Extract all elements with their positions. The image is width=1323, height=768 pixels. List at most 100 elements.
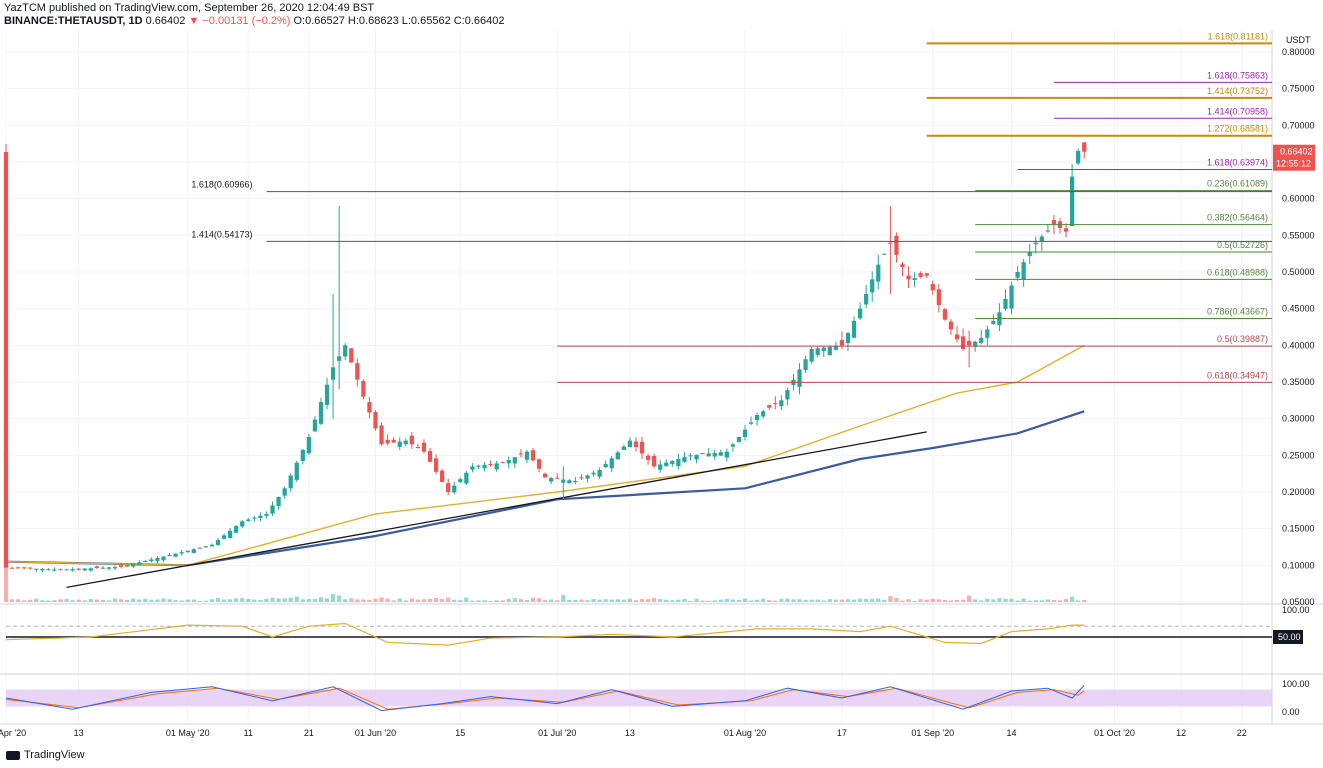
candle-body bbox=[839, 340, 845, 346]
candle-body bbox=[367, 402, 372, 413]
volume-bar bbox=[712, 600, 717, 602]
candle-body bbox=[833, 346, 838, 350]
rsi-tick-label: 100.00 bbox=[1282, 605, 1310, 615]
candle-body bbox=[567, 480, 572, 484]
x-tick-label: 01 Oct '20 bbox=[1094, 728, 1135, 738]
volume-bar bbox=[645, 599, 651, 602]
candle-body bbox=[870, 279, 875, 293]
publish-line: YazTCM published on TradingView.com, Sep… bbox=[4, 2, 375, 14]
candle-body bbox=[561, 479, 566, 483]
axis-unit-label: USDT bbox=[1286, 35, 1311, 45]
candle-body bbox=[585, 475, 590, 479]
volume-bar bbox=[991, 599, 996, 602]
volume-bar bbox=[203, 600, 209, 602]
candle-body bbox=[294, 462, 299, 480]
volume-bar bbox=[264, 598, 269, 602]
candle-body bbox=[70, 569, 75, 571]
candle-body bbox=[373, 412, 378, 429]
candle-body bbox=[864, 294, 869, 305]
candle-body bbox=[173, 553, 178, 557]
volume-bar bbox=[573, 599, 578, 602]
volume-bar bbox=[1076, 600, 1081, 602]
candle-body bbox=[452, 485, 457, 493]
candle-body bbox=[579, 477, 584, 479]
candle-body bbox=[276, 496, 281, 506]
volume-bar bbox=[1021, 598, 1026, 602]
candle-body bbox=[240, 521, 245, 527]
volume-bar bbox=[924, 599, 929, 602]
candle-body bbox=[1076, 151, 1081, 164]
volume-bar bbox=[906, 599, 911, 602]
volume-bar bbox=[973, 599, 978, 602]
candle-body bbox=[688, 455, 693, 457]
candle-body bbox=[924, 273, 929, 276]
x-tick-label: 01 Jul '20 bbox=[538, 728, 576, 738]
volume-bar bbox=[839, 599, 845, 602]
volume-bar bbox=[391, 600, 396, 602]
candle-body bbox=[106, 567, 112, 569]
candle-body bbox=[155, 558, 160, 562]
candle-body bbox=[1003, 298, 1008, 309]
x-tick-label: 22 bbox=[1237, 728, 1247, 738]
candle-body bbox=[1082, 142, 1087, 152]
volume-bar bbox=[633, 600, 639, 602]
candle-body bbox=[34, 568, 39, 570]
volume-bar bbox=[137, 599, 142, 602]
candle-body bbox=[58, 569, 63, 571]
candle-body bbox=[221, 535, 227, 539]
volume-bar bbox=[979, 600, 984, 602]
fib-level-label: 1.414(0.73752) bbox=[1207, 86, 1268, 96]
volume-bar bbox=[440, 599, 445, 602]
candle-body bbox=[876, 264, 881, 282]
volume-bar bbox=[809, 599, 814, 602]
candle-body bbox=[421, 442, 427, 452]
tradingview-logo: TradingView bbox=[6, 749, 85, 761]
fib-level-label: 1.618(0.75863) bbox=[1207, 70, 1268, 80]
candle-body bbox=[627, 440, 633, 448]
fib-level-label: 0.236(0.61089) bbox=[1207, 179, 1268, 189]
last-price: 0.66402 bbox=[145, 15, 186, 27]
volume-bar bbox=[476, 600, 481, 602]
candle-body bbox=[1021, 262, 1026, 280]
candle-body bbox=[694, 454, 699, 460]
candle-body bbox=[488, 463, 493, 465]
volume-bar bbox=[482, 600, 487, 602]
candle-body bbox=[530, 450, 536, 461]
volume-bar bbox=[803, 599, 808, 602]
volume-bar bbox=[900, 600, 905, 602]
volume-bar bbox=[488, 600, 493, 602]
x-tick-label: 11 bbox=[244, 728, 253, 738]
candle-body bbox=[137, 562, 142, 565]
volume-bar bbox=[724, 598, 729, 602]
candle-body bbox=[64, 569, 69, 571]
candle-body bbox=[1069, 176, 1075, 226]
volume-bar bbox=[748, 600, 754, 602]
candle-body bbox=[767, 405, 772, 408]
candle-body bbox=[40, 569, 45, 571]
candle-body bbox=[785, 390, 790, 400]
candle-body bbox=[845, 333, 851, 343]
candle-body bbox=[1009, 285, 1014, 309]
candle-body bbox=[464, 472, 469, 484]
volume-bar bbox=[155, 599, 160, 602]
candle-body bbox=[1051, 220, 1057, 225]
volume-bar bbox=[585, 600, 590, 602]
volume-bar bbox=[845, 599, 851, 602]
candle-body bbox=[518, 453, 524, 455]
volume-bar bbox=[258, 599, 263, 602]
candle-body bbox=[500, 462, 505, 464]
candle-body bbox=[888, 242, 893, 244]
candle-body bbox=[639, 441, 645, 454]
symbol-name[interactable]: BINANCE:THETAUSDT, 1D bbox=[4, 15, 143, 27]
candle-body bbox=[46, 569, 51, 571]
volume-bar bbox=[446, 597, 451, 602]
volume-bar bbox=[870, 598, 875, 602]
x-tick-label: 17 bbox=[837, 728, 847, 738]
candle-body bbox=[512, 457, 517, 464]
candle-body bbox=[161, 556, 166, 561]
candle-body bbox=[1045, 230, 1050, 232]
ma-slow-line bbox=[5, 410, 1085, 567]
volume-bar bbox=[555, 600, 560, 602]
volume-bar bbox=[185, 599, 190, 602]
